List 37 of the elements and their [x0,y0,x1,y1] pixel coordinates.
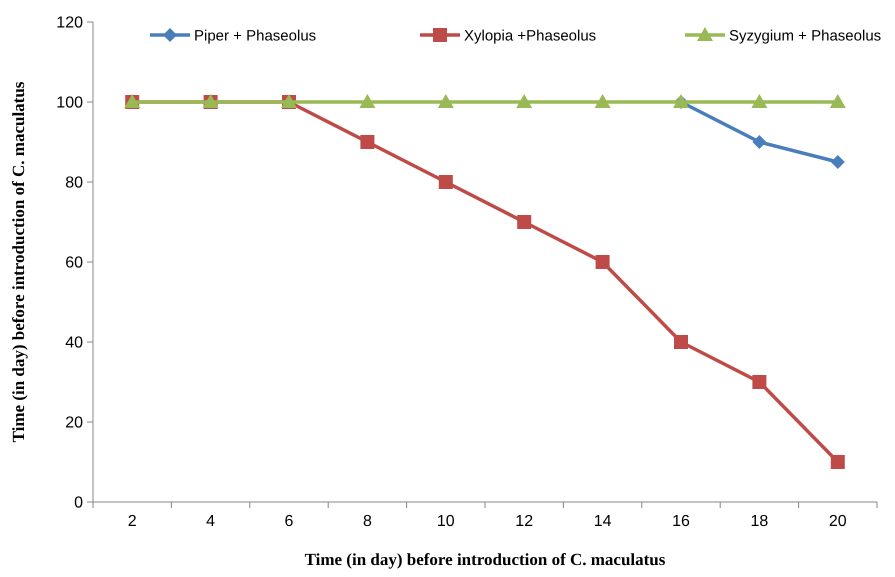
y-axis-title: Time (in day) before introduction of C. maculatus [9,81,28,442]
x-tick-label: 20 [828,513,847,530]
point [830,94,846,108]
x-tick-label: 14 [594,513,612,530]
x-tick-label: 10 [436,513,455,530]
y-tick-label: 120 [56,14,84,32]
point [438,94,454,108]
x-tick-label: 4 [206,513,216,530]
y-tick-label: 100 [56,94,84,112]
point [594,94,611,108]
x-tick-label: 8 [362,513,372,530]
legend-label: Xylopia +Phaseolus [464,27,596,44]
x-tick-label: 12 [515,513,534,530]
point [517,215,532,229]
point [516,94,532,108]
point [830,455,845,469]
x-tick-label: 16 [672,513,690,530]
x-tick-label: 6 [284,513,294,530]
y-tick-label: 80 [65,174,84,192]
y-tick-label: 0 [74,494,84,512]
point [360,135,374,149]
y-tick-label: 60 [65,254,84,272]
point [438,175,453,189]
x-tick-label: 2 [128,513,137,530]
x-tick-label: 18 [750,513,768,530]
y-tick-label: 40 [65,334,84,352]
y-tick-label: 20 [65,414,84,432]
point [752,135,766,149]
point [830,155,845,169]
point [752,375,766,389]
legend-label: Piper + Phaseolus [194,27,316,44]
point [674,335,688,349]
point [359,94,376,108]
x-axis-title: Time (in day) before introduction of C. maculatus [304,550,666,569]
point [751,94,768,108]
legend-label: Syzygium + Phaseolus [729,27,882,44]
point [596,255,610,269]
